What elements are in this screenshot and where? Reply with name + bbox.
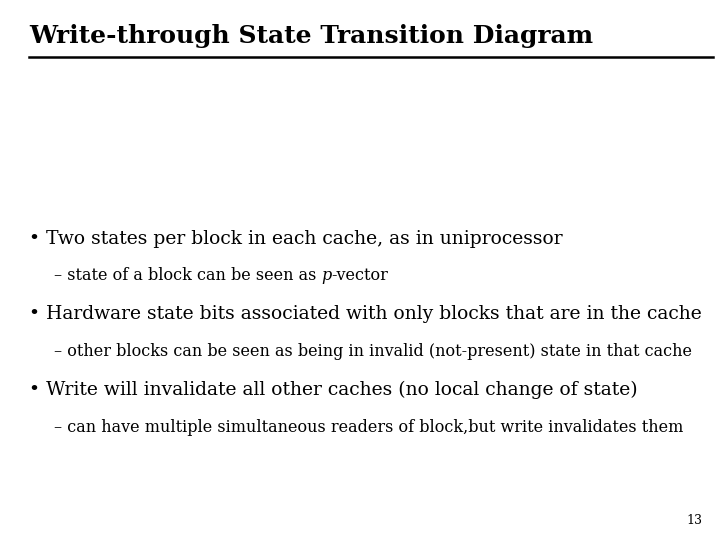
Text: -vector: -vector	[332, 267, 389, 284]
Text: • Two states per block in each cache, as in uniprocessor: • Two states per block in each cache, as…	[29, 230, 562, 247]
Text: • Hardware state bits associated with only blocks that are in the cache: • Hardware state bits associated with on…	[29, 305, 701, 323]
Text: – other blocks can be seen as being in invalid (not-present) state in that cache: – other blocks can be seen as being in i…	[54, 343, 692, 360]
Text: – can have multiple simultaneous readers of block,but write invalidates them: – can have multiple simultaneous readers…	[54, 418, 683, 435]
Text: p: p	[322, 267, 332, 284]
Text: • Write will invalidate all other caches (no local change of state): • Write will invalidate all other caches…	[29, 381, 637, 399]
Text: – state of a block can be seen as: – state of a block can be seen as	[54, 267, 322, 284]
Text: Write-through State Transition Diagram: Write-through State Transition Diagram	[29, 24, 593, 48]
Text: 13: 13	[686, 514, 702, 526]
